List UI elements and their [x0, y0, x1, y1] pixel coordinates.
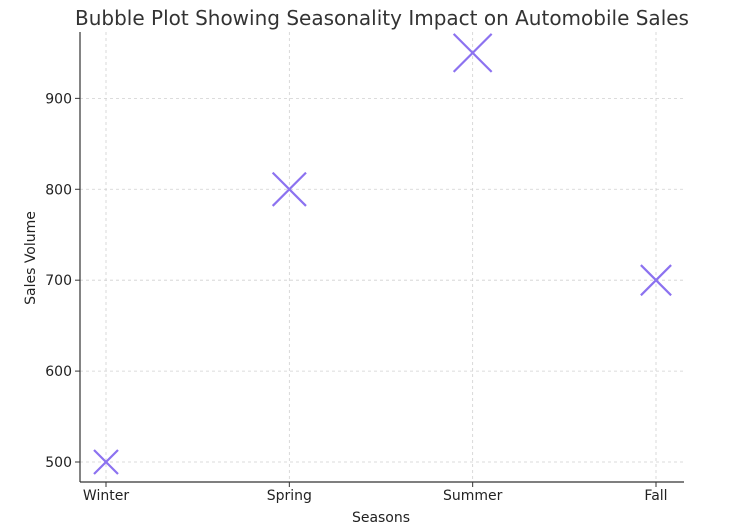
y-tick-label: 600: [45, 364, 72, 380]
axes: Winter Spring Summer Fall 500 600 700 800 900: [45, 32, 684, 504]
x-tick-label: Winter: [83, 488, 129, 504]
data-point-fall: [640, 264, 672, 297]
x-tick-label: Spring: [267, 488, 312, 504]
y-tick-label: 700: [45, 273, 72, 289]
data-point-spring: [271, 171, 307, 207]
y-axis-label: Sales Volume: [23, 211, 39, 305]
marker-stroke: [93, 449, 119, 475]
marker-stroke: [452, 33, 493, 73]
y-tick-label: 800: [45, 182, 72, 198]
data-point-summer: [452, 33, 493, 73]
x-tick-label: Summer: [443, 488, 503, 504]
y-tick-label: 900: [45, 91, 72, 107]
grid: [80, 32, 684, 482]
x-axis-label: Seasons: [352, 510, 410, 526]
marker-stroke: [271, 171, 307, 207]
marker-stroke: [640, 264, 672, 297]
data-point-winter: [93, 449, 119, 475]
data-markers: [93, 33, 672, 475]
y-tick-label: 500: [45, 455, 72, 471]
x-tick-label: Fall: [644, 488, 667, 504]
chart-title: Bubble Plot Showing Seasonality Impact o…: [75, 6, 689, 30]
